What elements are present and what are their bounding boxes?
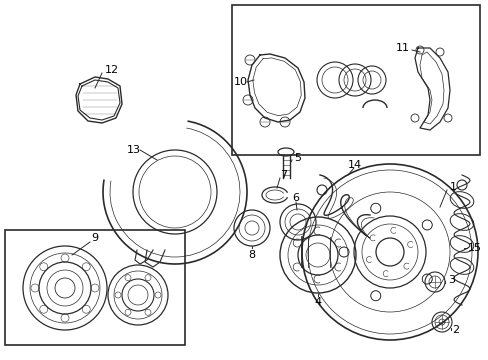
Text: 8: 8 [248,250,255,260]
Text: 5: 5 [293,153,301,163]
Text: 2: 2 [451,325,458,335]
Text: 10: 10 [234,77,247,87]
Bar [5,230,184,345]
Text: 11: 11 [395,43,409,53]
Text: 14: 14 [347,160,361,170]
Bar [231,5,479,155]
Text: 15: 15 [467,243,481,253]
Text: 4: 4 [314,297,321,307]
Text: 7: 7 [280,170,286,180]
Text: 3: 3 [447,275,454,285]
Text: 13: 13 [127,145,141,155]
Text: 1: 1 [449,182,456,192]
Text: 6: 6 [292,193,299,203]
Text: 12: 12 [105,65,119,75]
Text: 9: 9 [91,233,99,243]
